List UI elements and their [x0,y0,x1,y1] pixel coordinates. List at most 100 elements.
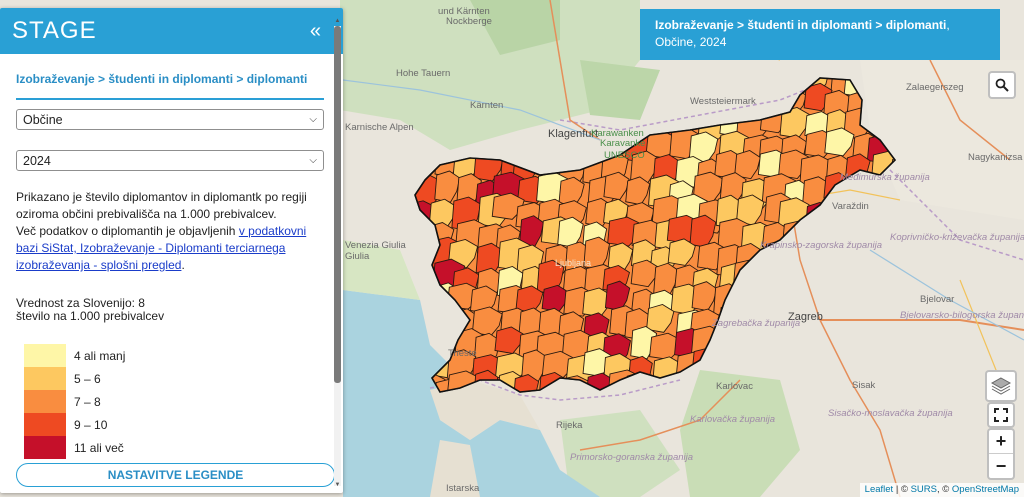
municipality-area[interactable] [760,61,789,91]
municipality-area[interactable] [799,259,834,294]
municipality-area[interactable] [740,347,766,377]
municipality-area[interactable] [605,86,632,121]
municipality-area[interactable] [826,260,852,289]
municipality-area[interactable] [873,106,898,140]
municipality-area[interactable] [756,260,786,291]
fullscreen-button[interactable] [987,402,1015,428]
scroll-down-icon[interactable]: ▼ [334,482,341,488]
municipality-area[interactable] [689,214,717,248]
municipality-area[interactable] [667,238,696,266]
municipality-area[interactable] [410,148,435,178]
municipality-area[interactable] [583,236,611,271]
municipality-area[interactable] [469,129,500,161]
municipality-area[interactable] [866,68,898,100]
municipality-area[interactable] [713,283,741,318]
municipality-area[interactable] [824,127,855,157]
municipality-area[interactable] [869,330,895,359]
surs-link[interactable]: SURS [910,484,937,495]
zoom-in-button[interactable]: + [989,430,1013,455]
municipality-area[interactable] [886,376,920,406]
municipality-area[interactable] [604,280,631,312]
municipality-area[interactable] [784,376,818,409]
municipality-area[interactable] [449,69,481,96]
municipality-area[interactable] [676,64,706,95]
municipality-area[interactable] [866,302,897,332]
municipality-area[interactable] [557,83,585,113]
municipality-area[interactable] [427,136,459,165]
municipality-area[interactable] [646,304,675,333]
municipality-area[interactable] [492,110,527,146]
municipality-area[interactable] [558,66,588,95]
municipality-area[interactable] [470,68,498,99]
municipality-area[interactable] [512,374,540,406]
municipality-area[interactable] [891,266,918,295]
municipality-area[interactable] [540,85,570,113]
municipality-area[interactable] [755,374,789,404]
municipality-area[interactable] [557,216,584,248]
breadcrumb[interactable]: Izobraževanje > študenti in diplomanti >… [16,72,324,100]
municipality-area[interactable] [405,216,435,251]
osm-link[interactable]: OpenStreetMap [951,484,1019,495]
municipality-area[interactable] [607,369,643,403]
municipality-area[interactable] [873,196,899,225]
municipality-area[interactable] [541,64,568,99]
municipality-area[interactable] [471,107,499,141]
municipality-area[interactable] [609,66,637,98]
municipality-area[interactable] [429,306,459,335]
municipality-area[interactable] [739,284,768,315]
municipality-area[interactable] [406,325,431,359]
level-select[interactable]: Občine ⌵ [16,109,324,130]
legend-settings-button[interactable]: NASTAVITVE LEGENDE [16,463,335,487]
layers-button[interactable] [985,370,1017,402]
municipality-area[interactable] [843,69,878,98]
municipality-area[interactable] [499,127,529,156]
municipality-area[interactable] [871,284,901,316]
municipality-area[interactable] [778,354,806,389]
municipality-area[interactable] [645,61,675,94]
municipality-area[interactable] [625,176,651,206]
municipality-area[interactable] [513,129,541,160]
scrollbar-thumb[interactable] [334,26,341,383]
municipality-area[interactable] [717,62,746,95]
scrollbar[interactable] [334,26,341,486]
municipality-area[interactable] [887,282,913,313]
municipality-area[interactable] [821,304,852,333]
municipality-area[interactable] [844,260,873,295]
municipality-area[interactable] [603,171,630,201]
leaflet-link[interactable]: Leaflet [864,484,894,495]
collapse-panel-icon[interactable]: « [309,19,321,42]
municipality-area[interactable] [627,91,660,123]
municipality-area[interactable] [517,89,546,125]
municipality-area[interactable] [845,307,876,337]
municipality-area[interactable] [824,282,860,314]
municipality-area[interactable] [516,71,544,101]
sistat-link[interactable]: v podatkovni bazi SiStat, Izobraževanje … [16,224,307,272]
municipality-area[interactable] [515,285,544,313]
municipality-area[interactable] [806,330,841,358]
municipality-area[interactable] [675,351,709,381]
municipality-area[interactable] [671,373,697,402]
municipality-area[interactable] [888,178,916,212]
municipality-area[interactable] [521,112,552,141]
municipality-area[interactable] [410,281,444,316]
municipality-area[interactable] [783,327,813,356]
municipality-area[interactable] [741,326,775,356]
municipality-area[interactable] [653,86,684,120]
municipality-area[interactable] [425,108,453,139]
municipality-area[interactable] [630,68,657,96]
municipality-area[interactable] [822,329,856,360]
municipality-area[interactable] [492,62,527,96]
municipality-area[interactable] [758,349,793,378]
municipality-area[interactable] [755,285,788,317]
scroll-up-icon[interactable]: ▲ [334,18,341,24]
municipality-area[interactable] [410,310,437,346]
municipality-area[interactable] [846,332,879,364]
municipality-area[interactable] [896,201,924,233]
municipality-area[interactable] [893,245,923,274]
municipality-area[interactable] [717,334,748,362]
municipality-area[interactable] [820,372,852,400]
municipality-area[interactable] [453,126,482,155]
municipality-area[interactable] [406,132,432,165]
municipality-area[interactable] [447,111,482,139]
